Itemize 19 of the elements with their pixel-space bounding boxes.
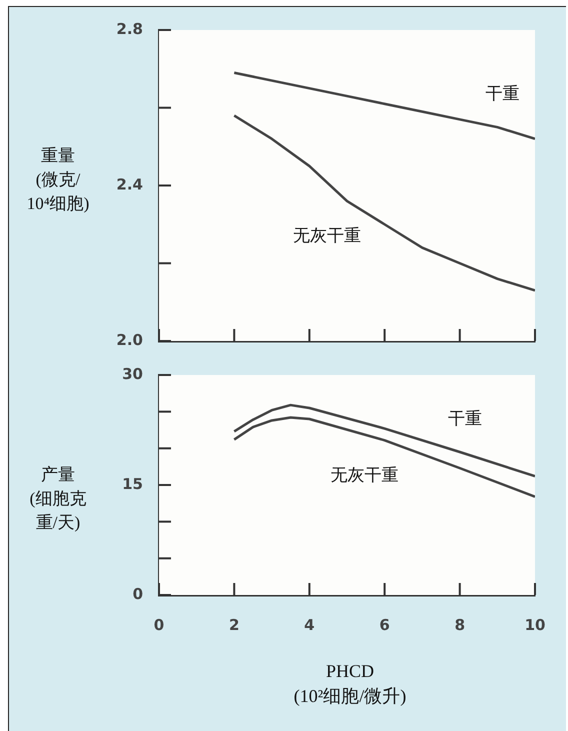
y-tick-label: 2.4 — [116, 175, 143, 194]
series-label: 无灰干重 — [293, 226, 361, 246]
y-tick-label: 2.0 — [116, 330, 143, 349]
series-label: 无灰干重 — [330, 465, 399, 484]
series-label: 干重 — [448, 409, 482, 428]
x-tick-label: 8 — [454, 616, 466, 634]
y-axis-title: 重量 (微克/ 10⁴细胞) — [26, 145, 90, 216]
y-tick-label: 30 — [122, 364, 143, 383]
x-axis-title: PHCD (10²细胞/微升) — [292, 660, 408, 708]
y-tick-label: 2.8 — [116, 20, 143, 38]
x-tick-label: 4 — [304, 616, 315, 634]
x-tick-label: 0 — [154, 616, 164, 634]
y-tick-label: 15 — [122, 474, 143, 493]
y-axis-title: 产量 (细胞克重/天) — [28, 464, 88, 534]
series-label: 干重 — [485, 84, 520, 104]
x-tick-label: 6 — [379, 616, 390, 634]
y-tick-label: 0 — [132, 584, 143, 603]
x-tick-label: 10 — [524, 616, 546, 634]
x-tick-label: 2 — [228, 616, 240, 634]
